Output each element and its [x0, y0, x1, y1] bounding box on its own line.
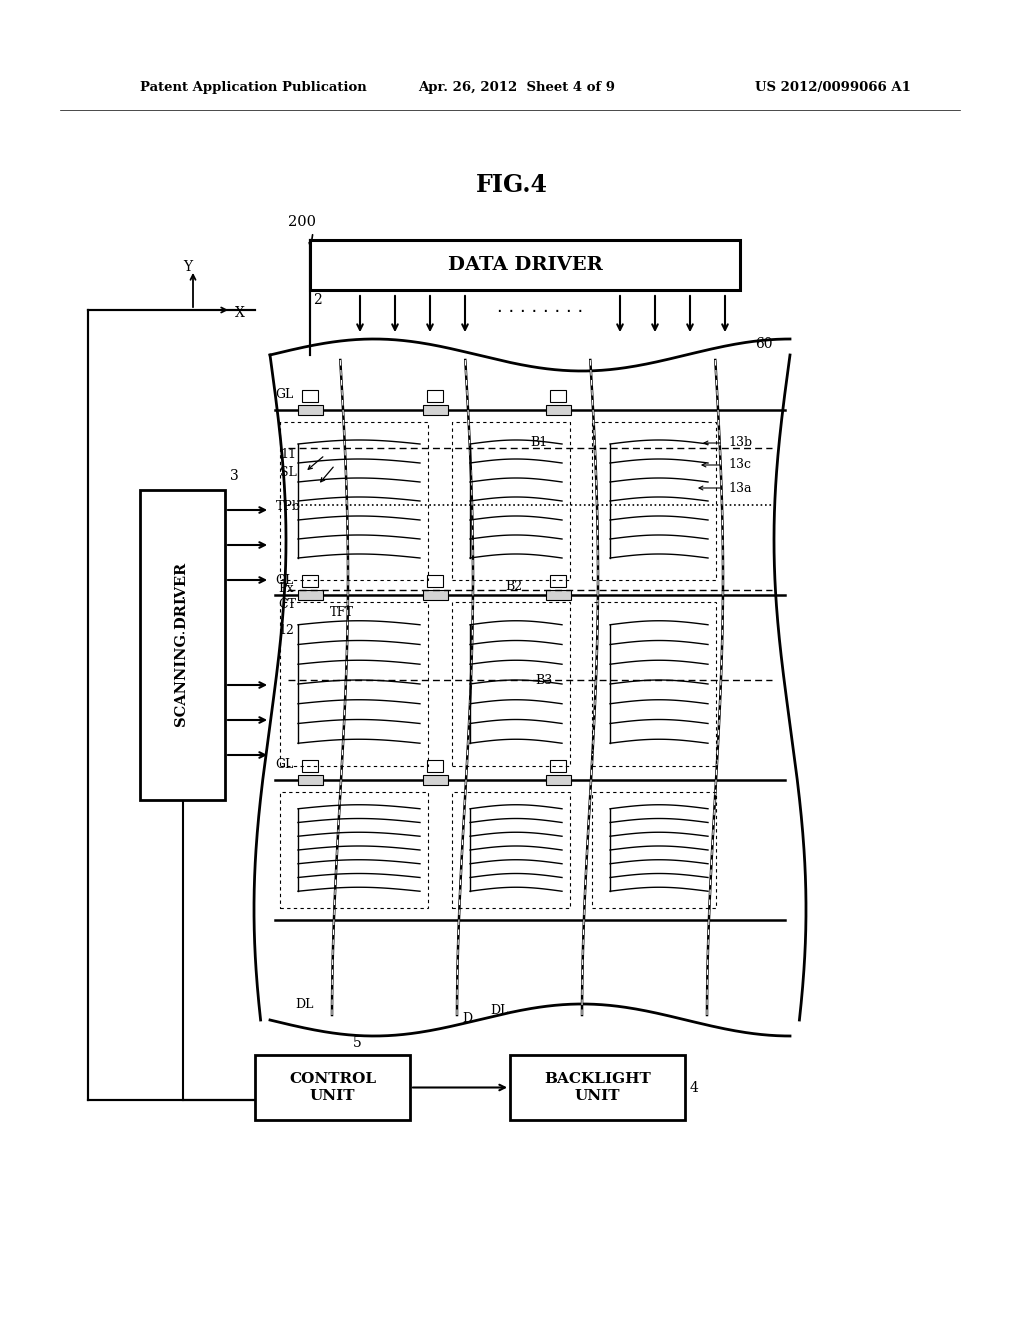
Bar: [280, 792, 428, 908]
Text: B3: B3: [535, 673, 552, 686]
Text: Apr. 26, 2012  Sheet 4 of 9: Apr. 26, 2012 Sheet 4 of 9: [418, 81, 615, 94]
Text: SCANNING DRIVER: SCANNING DRIVER: [175, 562, 189, 727]
Text: 12: 12: [278, 623, 294, 636]
Text: DATA DRIVER: DATA DRIVER: [447, 256, 602, 275]
Text: GL: GL: [275, 388, 293, 401]
Text: B1: B1: [530, 436, 547, 449]
Bar: [423, 775, 449, 785]
Bar: [452, 422, 570, 579]
Text: B2: B2: [505, 581, 522, 594]
Bar: [298, 775, 323, 785]
Text: · · · · · · · ·: · · · · · · · ·: [497, 304, 583, 321]
Text: CONTROL
UNIT: CONTROL UNIT: [289, 1072, 376, 1102]
Text: TPb: TPb: [276, 500, 301, 513]
Bar: [427, 576, 443, 587]
Text: SL: SL: [280, 466, 297, 479]
Bar: [302, 760, 318, 772]
Text: 5: 5: [352, 1036, 361, 1049]
Text: CT: CT: [278, 598, 296, 611]
Bar: [592, 422, 716, 579]
Bar: [510, 1055, 685, 1119]
Bar: [592, 602, 716, 766]
Text: 11: 11: [280, 449, 296, 462]
Text: DL: DL: [490, 1003, 508, 1016]
Bar: [302, 576, 318, 587]
Text: BACKLIGHT
UNIT: BACKLIGHT UNIT: [544, 1072, 651, 1102]
Bar: [140, 490, 225, 800]
Text: ·
·
·: · · ·: [180, 593, 185, 642]
Text: 13c: 13c: [728, 458, 751, 471]
Text: GL: GL: [275, 759, 293, 771]
Text: 3: 3: [230, 469, 239, 483]
Bar: [255, 1055, 410, 1119]
Bar: [280, 422, 428, 579]
Text: 13b: 13b: [728, 437, 752, 450]
Bar: [298, 405, 323, 414]
Bar: [427, 389, 443, 403]
Bar: [310, 240, 740, 290]
Text: GL: GL: [275, 573, 293, 586]
Bar: [298, 590, 323, 601]
Text: TFT: TFT: [330, 606, 354, 619]
Bar: [550, 389, 566, 403]
Bar: [302, 389, 318, 403]
Text: 4: 4: [690, 1081, 698, 1094]
Bar: [550, 760, 566, 772]
Text: FIG.4: FIG.4: [476, 173, 548, 197]
Text: 60: 60: [755, 337, 772, 351]
Bar: [550, 576, 566, 587]
Text: 13a: 13a: [728, 482, 752, 495]
Text: DL: DL: [295, 998, 313, 1011]
Bar: [546, 775, 571, 785]
Text: 2: 2: [313, 293, 322, 308]
Text: 200: 200: [288, 215, 316, 228]
Bar: [280, 602, 428, 766]
Text: Y: Y: [183, 260, 193, 275]
Bar: [546, 590, 571, 601]
Bar: [592, 792, 716, 908]
Text: Px: Px: [278, 582, 294, 594]
Text: US 2012/0099066 A1: US 2012/0099066 A1: [755, 81, 911, 94]
Bar: [452, 792, 570, 908]
Bar: [452, 602, 570, 766]
Text: X: X: [234, 306, 245, 319]
Text: D: D: [462, 1011, 472, 1024]
Text: Patent Application Publication: Patent Application Publication: [140, 81, 367, 94]
Bar: [546, 405, 571, 414]
Bar: [427, 760, 443, 772]
Bar: [423, 405, 449, 414]
Bar: [423, 590, 449, 601]
